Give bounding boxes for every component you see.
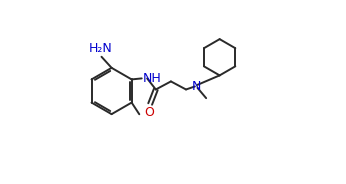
Text: H₂N: H₂N (89, 42, 112, 55)
Text: O: O (144, 106, 154, 119)
Text: N: N (192, 80, 201, 93)
Text: NH: NH (143, 72, 162, 84)
